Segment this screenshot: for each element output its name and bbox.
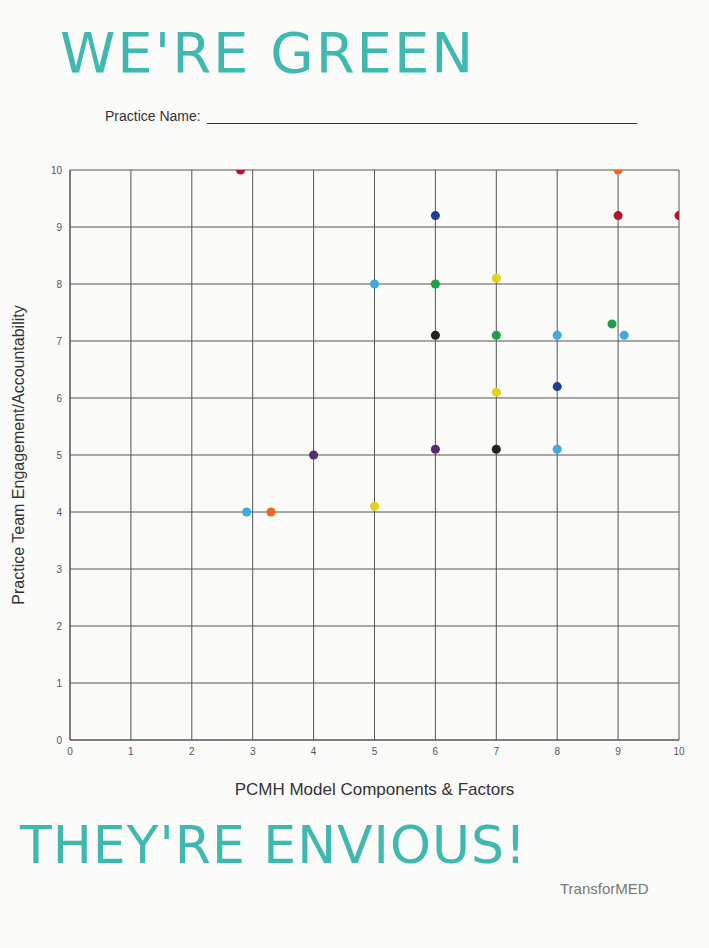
svg-text:8: 8 <box>56 279 62 290</box>
html-text:TransforMED: TransforMED <box>560 880 649 897</box>
svg-text:5: 5 <box>56 450 62 461</box>
svg-text:3: 3 <box>250 746 256 757</box>
svg-text:1: 1 <box>56 678 62 689</box>
svg-text:9: 9 <box>56 222 62 233</box>
svg-text:6: 6 <box>433 746 439 757</box>
svg-text:3: 3 <box>56 564 62 575</box>
svg-text:PCMH Model Components & Factor: PCMH Model Components & Factors <box>235 780 515 799</box>
html-text:Practice Name:: Practice Name: <box>105 108 201 124</box>
svg-text:Practice Team Engagement/Accou: Practice Team Engagement/Accountability <box>10 305 27 604</box>
svg-text:4: 4 <box>56 507 62 518</box>
svg-text:2: 2 <box>189 746 195 757</box>
svg-text:9: 9 <box>615 746 621 757</box>
html-text:THEY'RE ENVIOUS!: THEY'RE ENVIOUS! <box>20 815 527 875</box>
svg-text:7: 7 <box>56 336 62 347</box>
html-text:WE'RE GREEN: WE'RE GREEN <box>60 20 476 85</box>
svg-text:2: 2 <box>56 621 62 632</box>
svg-text:10: 10 <box>51 165 63 176</box>
svg-text:1: 1 <box>128 746 134 757</box>
svg-text:10: 10 <box>673 746 685 757</box>
svg-text:4: 4 <box>311 746 317 757</box>
svg-text:6: 6 <box>56 393 62 404</box>
svg-text:5: 5 <box>372 746 378 757</box>
svg-text:0: 0 <box>56 735 62 746</box>
svg-text:7: 7 <box>494 746 500 757</box>
svg-text:8: 8 <box>554 746 560 757</box>
svg-text:0: 0 <box>67 746 73 757</box>
